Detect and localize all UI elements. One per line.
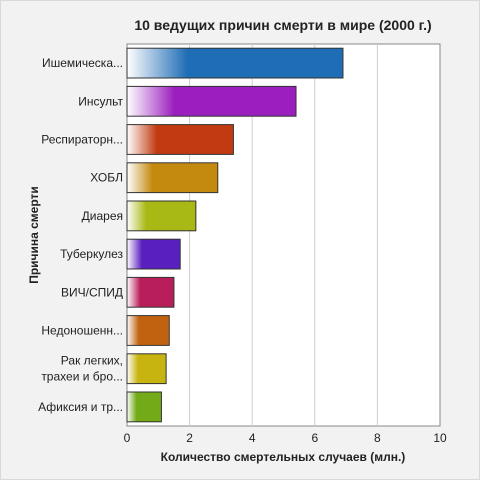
x-tick-label: 10 [433, 431, 447, 445]
x-axis-title: Количество смертельных случаев (млн.) [161, 450, 406, 464]
category-labels: Ишемическа... Инсульт Респираторн... ХОБЛ Ди… [38, 56, 123, 414]
bar [126, 85, 297, 117]
bar [126, 391, 162, 423]
bar [126, 162, 219, 194]
x-axis-ticks: 0 2 4 6 8 10 [124, 431, 447, 445]
y-axis-title: Причина смерти [27, 186, 41, 284]
category-label: Недоношенн... [41, 324, 123, 338]
x-tick-label: 4 [249, 431, 256, 445]
category-label: Афиксия и тр... [38, 400, 123, 414]
bar [126, 200, 197, 232]
x-tick-label: 6 [311, 431, 318, 445]
x-tick-label: 0 [124, 431, 131, 445]
category-label: Диарея [82, 209, 123, 223]
x-tick-label: 2 [186, 431, 193, 445]
category-label: Ишемическа... [42, 56, 123, 70]
bar [126, 124, 234, 155]
category-label: ВИЧ/СПИД [61, 285, 123, 299]
bar [126, 353, 167, 385]
bar [126, 315, 170, 346]
category-label: Респираторн... [41, 133, 123, 147]
chart-title: 10 ведущих причин смерти в мире (2000 г.… [134, 17, 431, 33]
x-tick-label: 8 [374, 431, 381, 445]
bar [126, 238, 181, 270]
bars [126, 47, 344, 423]
bar [126, 47, 344, 79]
category-label: Рак легких, трахеи и бро... [41, 354, 123, 384]
category-label: Туберкулез [60, 247, 123, 261]
category-label: Инсульт [78, 94, 123, 108]
bar [126, 276, 175, 308]
category-label: ХОБЛ [90, 171, 123, 185]
